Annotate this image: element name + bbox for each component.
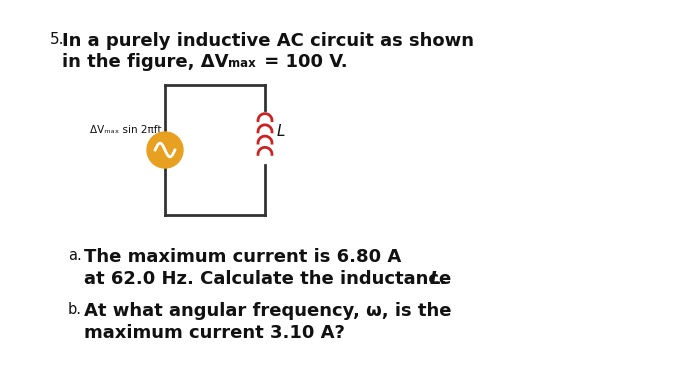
Text: = 100 V.: = 100 V. bbox=[258, 53, 348, 71]
Text: L.: L. bbox=[430, 270, 449, 288]
Text: max: max bbox=[228, 57, 256, 70]
Text: In a purely inductive AC circuit as shown: In a purely inductive AC circuit as show… bbox=[62, 32, 474, 50]
Text: at 62.0 Hz. Calculate the inductance: at 62.0 Hz. Calculate the inductance bbox=[84, 270, 458, 288]
Text: The maximum current is 6.80 A: The maximum current is 6.80 A bbox=[84, 248, 401, 266]
Text: maximum current 3.10 A?: maximum current 3.10 A? bbox=[84, 324, 345, 342]
Text: in the figure, ΔV: in the figure, ΔV bbox=[62, 53, 228, 71]
Text: ΔVₘₐₓ sin 2πft: ΔVₘₐₓ sin 2πft bbox=[90, 125, 162, 135]
Text: 5.: 5. bbox=[50, 32, 64, 47]
Text: L: L bbox=[277, 125, 286, 139]
Text: b.: b. bbox=[68, 302, 82, 317]
Text: a.: a. bbox=[68, 248, 82, 263]
Text: At what angular frequency, ω, is the: At what angular frequency, ω, is the bbox=[84, 302, 452, 320]
Circle shape bbox=[147, 132, 183, 168]
